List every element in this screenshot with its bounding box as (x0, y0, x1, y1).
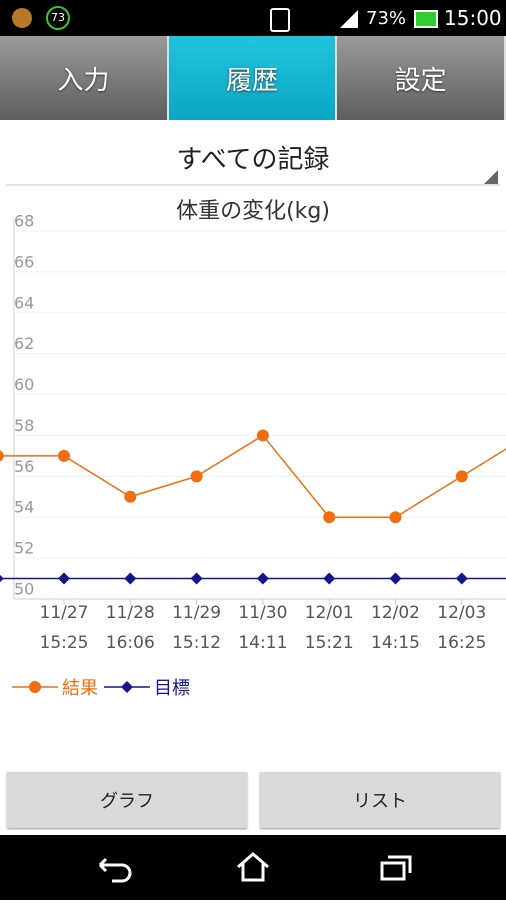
x-tick-label: 11/28 16:06 (105, 603, 155, 653)
nav-bar (0, 835, 506, 900)
x-tick-label: 12/02 14:15 (371, 603, 420, 653)
legend-swatch (104, 681, 150, 693)
point (389, 511, 402, 524)
y-tick-label: 68 (14, 212, 34, 231)
x-tick-label: 11/30 14:11 (238, 603, 288, 653)
chart-title: 体重の変化(kg) (176, 199, 330, 224)
tab[interactable]: 履歴 (168, 36, 338, 120)
nav-icons (98, 852, 412, 883)
legend-swatch (12, 681, 58, 693)
x-tick-label: 12/01 15:21 (304, 603, 354, 653)
y-tick-label: 50 (14, 580, 34, 599)
back-icon[interactable] (98, 857, 132, 883)
y-tick-label: 54 (14, 498, 34, 517)
status-bar: 73 73% 15:00 (0, 0, 506, 36)
point (256, 429, 269, 442)
tab-bar: 入力 履歴 設定 (0, 36, 506, 120)
legend-label: 目標 (154, 678, 190, 699)
recent-icon[interactable] (380, 855, 412, 881)
legend-marker (29, 681, 41, 693)
point (256, 572, 269, 585)
point (323, 572, 336, 585)
graph-button[interactable]: グラフ (7, 772, 247, 828)
legend: 結果 目標 (10, 672, 194, 702)
y-tick-label: 52 (14, 539, 34, 558)
point (455, 572, 468, 585)
badge: 73 (46, 6, 70, 30)
battery-icon (414, 10, 438, 28)
y-tick-label: 58 (14, 416, 34, 435)
x-tick-label: 12/03 16:25 (437, 603, 487, 653)
signal-icon (340, 10, 358, 28)
point (190, 470, 203, 483)
x-tick-label: 11/29 15:12 (172, 603, 222, 653)
point (124, 490, 137, 503)
point (455, 470, 468, 483)
point (190, 572, 203, 585)
legend-label: 結果 (62, 678, 98, 699)
point (389, 572, 402, 585)
home-icon[interactable] (237, 852, 269, 882)
y-tick-label: 64 (14, 293, 34, 312)
filter-dropdown[interactable]: すべての記録 (6, 130, 500, 186)
y-tick-label: 60 (14, 375, 34, 394)
app-icon (12, 8, 32, 28)
point (0, 450, 4, 462)
battery-text: 73% (366, 8, 407, 29)
tab[interactable]: 設定 (337, 36, 506, 120)
y-tick-label: 66 (14, 252, 34, 271)
chart: 体重の変化(kg) 50 52 54 56 58 60 62 64 66 68 11/27 15:… (0, 190, 506, 660)
x-tick-label: 11/27 15:25 (39, 603, 89, 653)
chart-svg: 体重の変化(kg) 50 52 54 56 58 60 62 64 66 68 (0, 199, 506, 605)
point (124, 572, 137, 585)
tab[interactable]: 入力 (0, 36, 169, 120)
list-button[interactable]: リスト (260, 772, 500, 828)
clock: 15:00 (444, 6, 502, 30)
point (58, 449, 70, 462)
point (0, 574, 4, 583)
point (58, 572, 70, 585)
nfc-icon (270, 8, 290, 32)
y-tick-label: 56 (14, 457, 34, 476)
legend-marker (121, 681, 133, 693)
dropdown-arrow (484, 170, 498, 184)
point (323, 511, 336, 524)
y-tick-label: 62 (14, 334, 34, 353)
